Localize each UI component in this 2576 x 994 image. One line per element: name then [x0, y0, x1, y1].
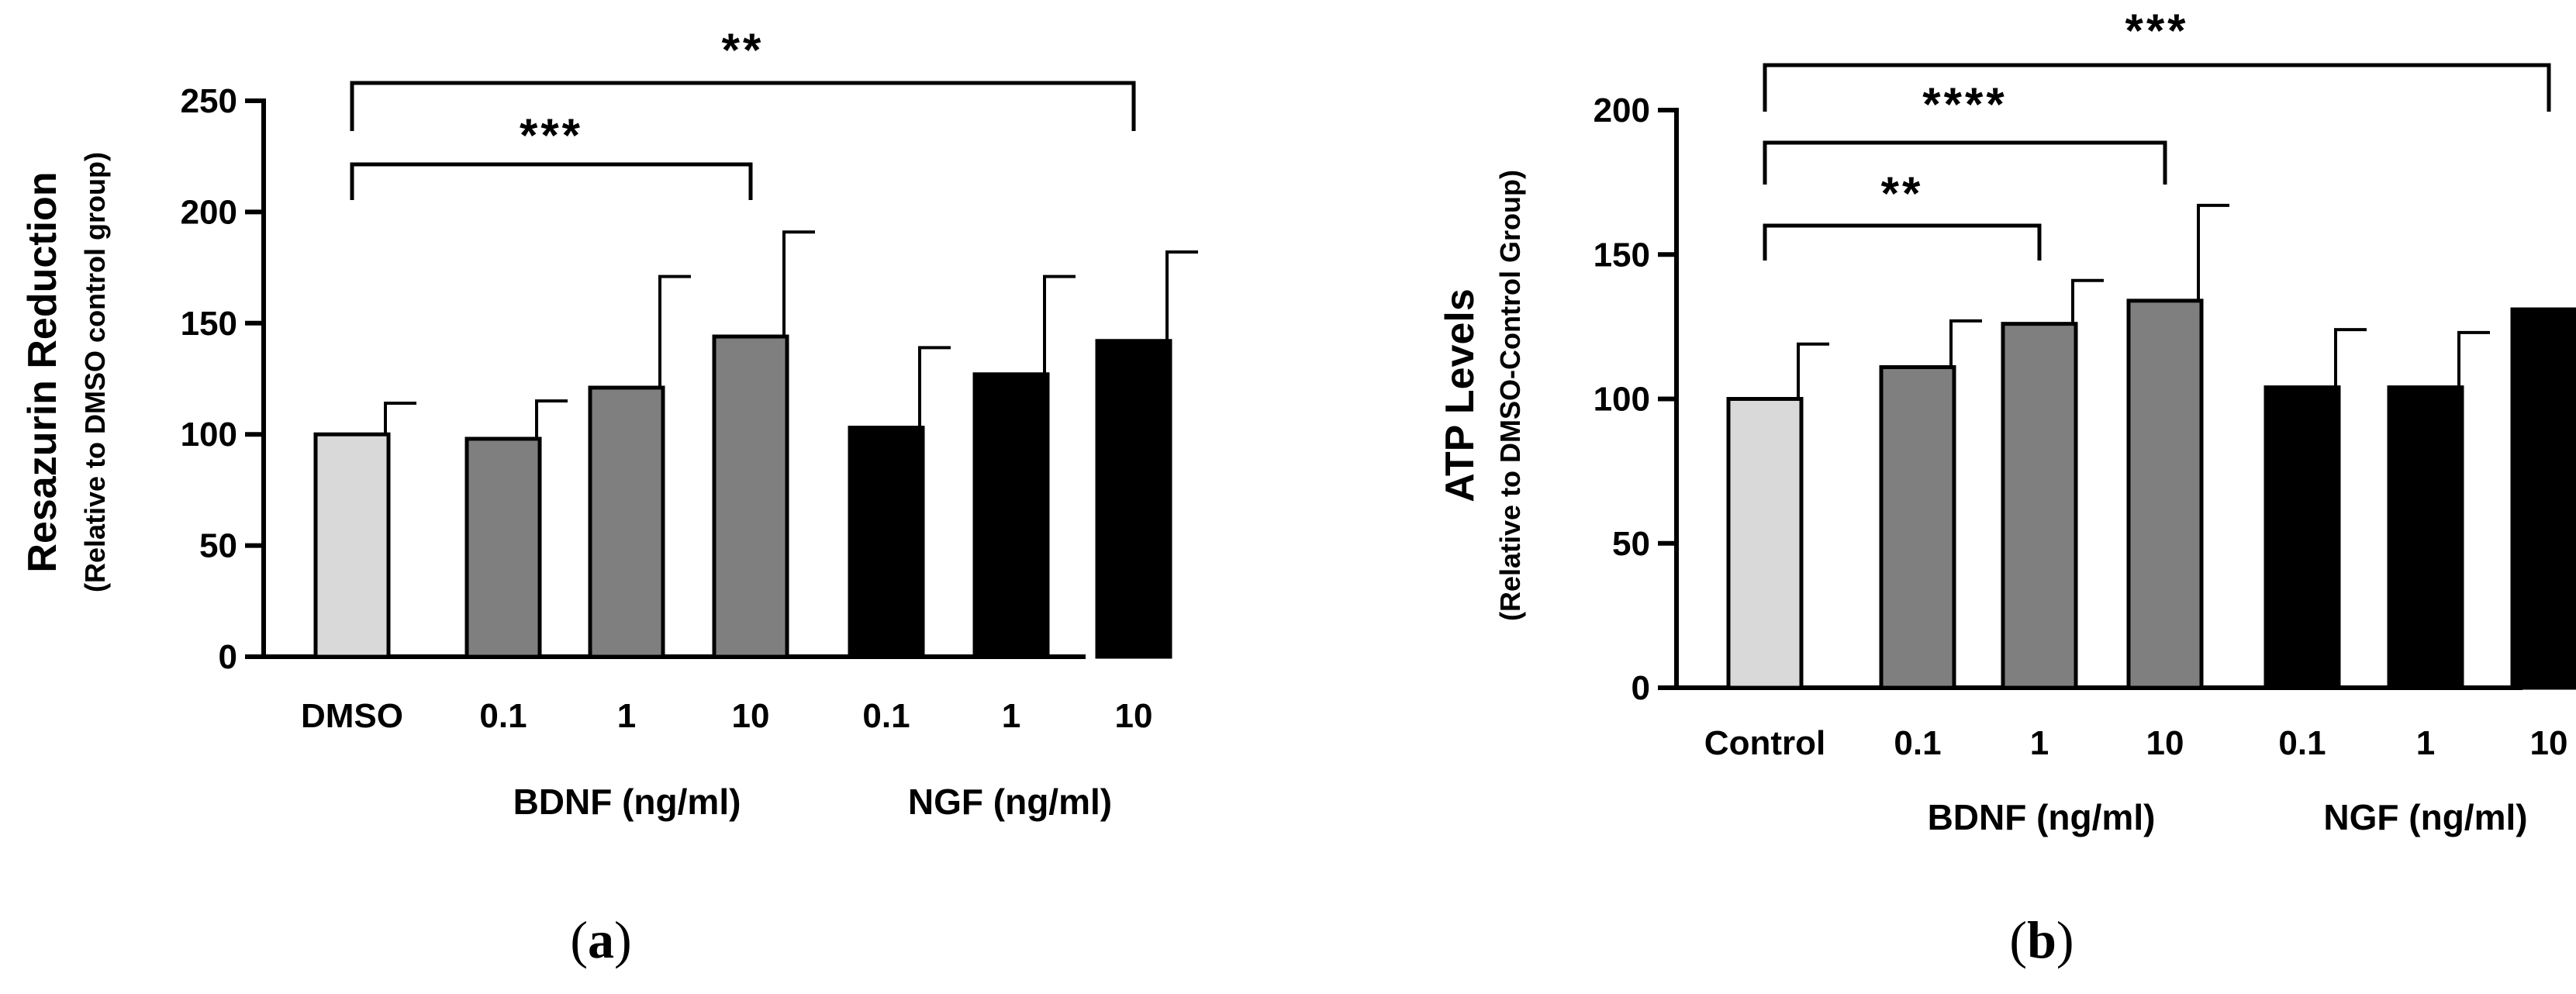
significance-label: **: [1881, 167, 1924, 219]
error-bar: [535, 399, 568, 439]
x-tick-label: DMSO: [301, 697, 403, 735]
x-tick-label: 10: [2146, 724, 2184, 762]
error-bar: [1949, 319, 1982, 368]
x-tick-label: 10: [2530, 724, 2568, 762]
significance-bracket: [350, 81, 1136, 131]
group-label: BDNF (ng/ml): [513, 782, 741, 822]
bar: [1726, 397, 1804, 690]
error-bar: [384, 402, 416, 435]
x-tick-label: 0.1: [862, 697, 910, 735]
bar: [972, 372, 1050, 659]
bar: [588, 385, 665, 659]
panel-label-letter: a: [588, 910, 614, 969]
x-tick-label: 1: [617, 697, 636, 735]
bar: [313, 432, 391, 659]
y-tick-label: 50: [199, 527, 237, 565]
panel-label: (b): [2009, 910, 2074, 969]
panel-label-close-paren: ): [2056, 910, 2074, 969]
significance-label: ****: [1922, 78, 2007, 130]
panel-b-chart: 0 50 100 150 200 Control 0.1 1 10 0.1 1 10 BDNF (ng/…: [1438, 5, 2576, 969]
significance-bracket: [1763, 223, 2042, 261]
y-tick-label: 200: [1594, 91, 1650, 129]
error-bar: [1797, 342, 1829, 399]
y-axis-subtitle: (Relative to DMSO-Control Group): [1494, 170, 1526, 621]
y-tick-label: 200: [181, 193, 237, 231]
bar: [464, 437, 542, 659]
error-bar: [918, 346, 951, 428]
x-tick-label: 0.1: [479, 697, 527, 735]
panel-label-open-paren: (: [570, 910, 588, 969]
error-bar: [2197, 203, 2229, 301]
significance-bracket: [1763, 140, 2167, 185]
significance-bracket: [1763, 63, 2551, 112]
error-bar: [2457, 330, 2490, 388]
bar: [848, 426, 925, 659]
panel-a-chart: 0 50 100 150 200 250 DMSO 0.1 1 10 0.1 1 10 BDNF (ng/…: [20, 24, 1198, 969]
x-tick-label: 1: [1002, 697, 1020, 735]
significance-label: ***: [2125, 5, 2188, 57]
group-label: NGF (ng/ml): [2323, 797, 2527, 837]
bar: [1879, 365, 1956, 690]
bar: [2126, 299, 2204, 690]
error-bar: [1043, 274, 1076, 374]
error-bar: [2071, 278, 2104, 324]
significance-label: **: [722, 24, 765, 76]
significance-label: ***: [520, 109, 583, 161]
y-tick-label: 150: [181, 305, 237, 343]
significance-bracket: [350, 162, 753, 200]
y-tick-label: 100: [1594, 381, 1650, 419]
x-tick-label: 0.1: [1894, 724, 1941, 762]
bar: [2510, 307, 2576, 690]
group-label: NGF (ng/ml): [908, 782, 1112, 822]
y-axis-title: Resazurin Reduction: [20, 171, 65, 572]
y-axis-title: ATP Levels: [1438, 288, 1483, 502]
panel-label-close-paren: ): [614, 910, 632, 969]
panel-label: (a): [570, 910, 631, 969]
x-tick-label: 1: [2416, 724, 2435, 762]
panel-label-letter: b: [2027, 910, 2056, 969]
x-tick-label: 10: [1115, 697, 1153, 735]
x-tick-label: 1: [2030, 724, 2049, 762]
y-tick-label: 50: [1612, 525, 1650, 563]
y-tick-label: 0: [219, 638, 237, 676]
x-tick-label: 10: [732, 697, 770, 735]
error-bar: [2334, 328, 2367, 388]
panel-label-open-paren: (: [2009, 910, 2027, 969]
x-tick-label: 0.1: [2278, 724, 2326, 762]
y-tick-label: 150: [1594, 236, 1650, 274]
bar: [712, 334, 789, 659]
error-bar: [782, 230, 815, 337]
y-tick-label: 100: [181, 416, 237, 454]
y-axis-subtitle: (Relative to DMSO control group): [79, 152, 111, 592]
y-tick-label: 0: [1632, 669, 1650, 707]
bar: [2001, 322, 2078, 690]
y-tick-label: 250: [181, 82, 237, 120]
group-label: BDNF (ng/ml): [1928, 797, 2156, 837]
bar: [2387, 385, 2464, 690]
bar: [2263, 385, 2341, 690]
x-tick-label: Control: [1704, 724, 1825, 762]
error-bar: [658, 274, 691, 388]
bar: [1095, 339, 1172, 659]
error-bar: [1165, 250, 1198, 341]
